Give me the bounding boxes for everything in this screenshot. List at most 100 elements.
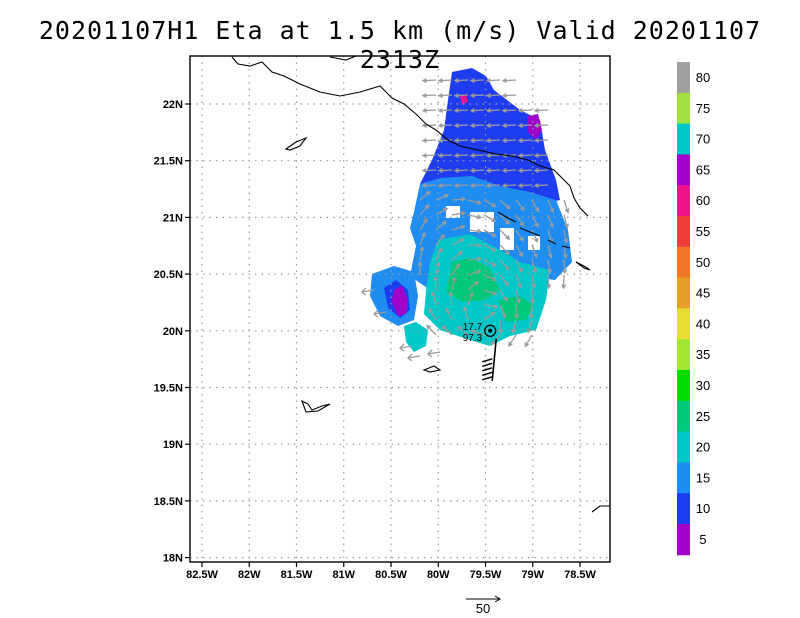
wind-vector: [469, 138, 485, 143]
wind-vector: [433, 275, 439, 291]
wind-vector: [451, 210, 467, 216]
wind-vector: [485, 153, 501, 158]
colorbar-swatch: [677, 246, 690, 279]
wind-vector: [419, 190, 431, 201]
wind-vector: [427, 349, 441, 358]
jamaica-tip: [591, 505, 610, 513]
colorbar-swatch: [677, 462, 690, 494]
wind-vector: [501, 183, 517, 188]
wind-vector: [501, 168, 517, 173]
wind-vector: [417, 260, 423, 275]
wind-vector: [528, 304, 534, 320]
wind-vector: [483, 229, 497, 237]
wind-vector: [517, 168, 533, 173]
reference-vector: 50: [466, 595, 501, 616]
swath-gap: [470, 212, 494, 232]
lon-tick-label: 81.5W: [281, 569, 313, 581]
lon-tick-label: 80.5W: [375, 569, 407, 581]
wind-vector: [407, 353, 421, 362]
colorbar-swatch: [677, 92, 690, 125]
wind-vector: [517, 183, 533, 188]
reference-vector-label: 50: [476, 601, 490, 616]
wind-vector: [499, 199, 511, 210]
storm-motion-barb: [491, 338, 498, 381]
colorbar-label: 75: [696, 101, 710, 116]
wind-vector: [467, 256, 483, 262]
wind-vector: [451, 196, 467, 202]
wind-vector: [451, 224, 466, 231]
colorbar: 80 75 70 65 60 55 50 45 40 35 30 25 20 15 10 5: [677, 62, 710, 556]
wind-vector: [437, 78, 453, 83]
colorbar-label: 65: [696, 162, 710, 177]
lat-tick-label: 20.5N: [154, 269, 183, 281]
lon-tick-label: 79W: [521, 569, 544, 581]
wind-vector: [483, 259, 497, 267]
wind-vector: [419, 231, 426, 246]
wind-vector: [469, 168, 485, 173]
lon-tick-label: 82.5W: [186, 569, 218, 581]
colorbar-label: 20: [696, 440, 710, 455]
colorbar-swatch: [677, 123, 690, 155]
wind-vector: [563, 199, 570, 214]
wind-vector: [421, 108, 437, 113]
wind-vector: [445, 307, 453, 321]
wind-vector: [437, 93, 453, 98]
wind-vector: [421, 93, 437, 98]
wind-vector: [467, 228, 483, 234]
colorbar-label: 70: [696, 132, 710, 147]
colorbar-swatch: [677, 370, 690, 402]
wind-vector: [483, 303, 499, 309]
lon-tick-label: 80W: [427, 569, 450, 581]
isla-islet: [284, 136, 308, 151]
wind-vector: [470, 329, 485, 336]
swath-region: [392, 286, 408, 316]
wind-vector: [437, 168, 453, 173]
wind-vector: [533, 123, 549, 128]
wind-vector: [399, 343, 413, 352]
lon-tick-label: 82W: [238, 569, 261, 581]
wind-vector: [501, 108, 517, 113]
barb-flag: [482, 367, 493, 372]
wind-vector: [453, 168, 469, 173]
wind-vector: [515, 199, 525, 212]
barb-flag: [482, 376, 493, 381]
wind-vector: [485, 93, 501, 98]
colorbar-label: 45: [696, 286, 710, 301]
wind-vector: [501, 93, 517, 98]
wind-vector: [485, 183, 501, 188]
wind-vector: [533, 138, 549, 143]
wind-vector: [483, 274, 498, 282]
colorbar-swatch: [677, 308, 690, 340]
wind-vector: [485, 123, 501, 128]
wind-vector: [361, 287, 375, 296]
cayman-island: [301, 399, 331, 413]
wind-vector: [531, 199, 540, 213]
wind-vector: [499, 274, 509, 287]
wind-vector: [517, 108, 533, 113]
wind-vector: [547, 199, 555, 214]
wind-vector: [515, 214, 525, 227]
wind-vector: [453, 183, 469, 188]
cuba-coastline: [231, 56, 589, 217]
colorbar-swatch: [677, 431, 690, 463]
wind-vector: [435, 207, 449, 216]
wind-vector: [441, 324, 453, 336]
colorbar-label: 80: [696, 70, 710, 85]
wind-vector: [451, 238, 465, 246]
colorbar-label: 15: [696, 470, 710, 485]
cay-2: [422, 365, 442, 373]
wind-vector: [546, 274, 552, 290]
wind-vector: [499, 244, 510, 256]
storm-wind-label: 97.3: [463, 333, 483, 344]
wind-vector: [453, 78, 469, 83]
colorbar-swatch: [677, 185, 690, 217]
lat-tick-label: 20N: [163, 326, 183, 338]
wind-vector: [514, 304, 519, 320]
lon-tick-label: 78.5W: [564, 569, 596, 581]
colorbar-swatch: [677, 216, 690, 248]
wind-vector: [499, 259, 510, 271]
wind-vector: [451, 263, 460, 276]
wind-vector: [547, 244, 553, 259]
wind-vector: [485, 138, 501, 143]
axis-ticks: 82.5W 82W 81.5W 81W 80.5W 80W 79.5W 79W 78.5W 22N…: [154, 99, 597, 581]
